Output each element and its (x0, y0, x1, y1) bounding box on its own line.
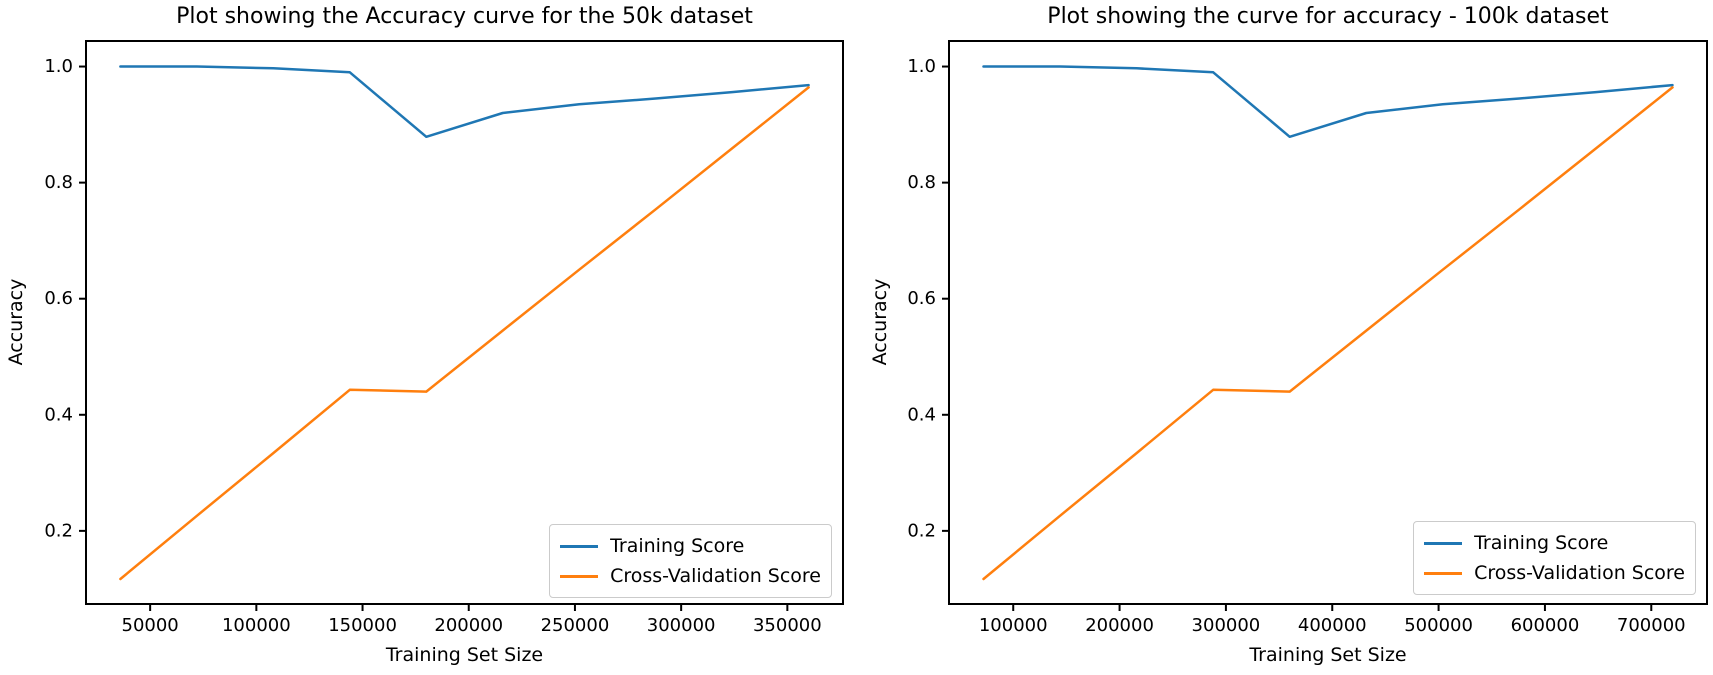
left-plot-title: Plot showing the Accuracy curve for the … (176, 4, 753, 29)
y-tick-label: 0.6 (44, 288, 73, 309)
x-tick-label: 500000 (1404, 615, 1473, 636)
axes-box (85, 40, 844, 605)
cross-validation-score-line (982, 86, 1674, 581)
y-tick-label: 1.0 (907, 56, 936, 77)
right-plot-title: Plot showing the curve for accuracy - 10… (1047, 4, 1609, 29)
training-score-line-swatch (560, 544, 599, 548)
left-y-axis-label: Accuracy (5, 278, 27, 366)
legend-item-cross-validation-score: Cross-Validation Score (560, 561, 821, 591)
x-tick-label: 350000 (753, 615, 822, 636)
training-score-line (982, 65, 1674, 139)
axes-box (948, 40, 1708, 605)
x-tick-label: 200000 (1085, 615, 1154, 636)
training-score-line-swatch (1424, 541, 1463, 545)
x-tick-label: 100000 (222, 615, 291, 636)
x-tick-label: 300000 (1192, 615, 1261, 636)
cross-validation-score-line (119, 86, 810, 581)
right-x-axis-label: Training Set Size (1249, 644, 1407, 666)
training-score-line (119, 65, 810, 139)
right-legend: Training Score Cross-Validation Score (1413, 521, 1696, 595)
legend-item-training-score: Training Score (1424, 528, 1685, 558)
x-tick-label: 700000 (1617, 615, 1686, 636)
x-tick-label: 300000 (647, 615, 716, 636)
y-tick-label: 0.6 (907, 288, 936, 309)
legend-label-training-score: Training Score (1474, 532, 1609, 554)
x-tick-label: 400000 (1298, 615, 1367, 636)
cross-validation-score-line-swatch (560, 574, 599, 578)
x-tick-label: 100000 (979, 615, 1048, 636)
legend-item-training-score: Training Score (560, 531, 821, 561)
y-tick-label: 1.0 (44, 56, 73, 77)
y-tick-label: 0.8 (907, 172, 936, 193)
x-tick-label: 150000 (328, 615, 397, 636)
legend-label-cross-validation-score: Cross-Validation Score (1474, 562, 1685, 584)
left-x-axis-label: Training Set Size (385, 644, 544, 666)
right-y-axis-label: Accuracy (869, 278, 891, 366)
y-tick-label: 0.8 (44, 172, 73, 193)
x-tick-label: 200000 (434, 615, 503, 636)
x-tick-label: 250000 (541, 615, 610, 636)
x-tick-label: 50000 (122, 615, 179, 636)
x-tick-label: 600000 (1511, 615, 1580, 636)
legend-item-cross-validation-score: Cross-Validation Score (1424, 558, 1685, 588)
legend-label-training-score: Training Score (610, 535, 745, 557)
y-tick-label: 0.4 (44, 404, 73, 425)
cross-validation-score-line-swatch (1424, 571, 1463, 575)
y-tick-label: 0.2 (44, 520, 73, 541)
y-tick-label: 0.4 (907, 404, 936, 425)
y-tick-label: 0.2 (907, 520, 936, 541)
left-legend: Training Score Cross-Validation Score (549, 524, 832, 598)
legend-label-cross-validation-score: Cross-Validation Score (610, 565, 821, 587)
